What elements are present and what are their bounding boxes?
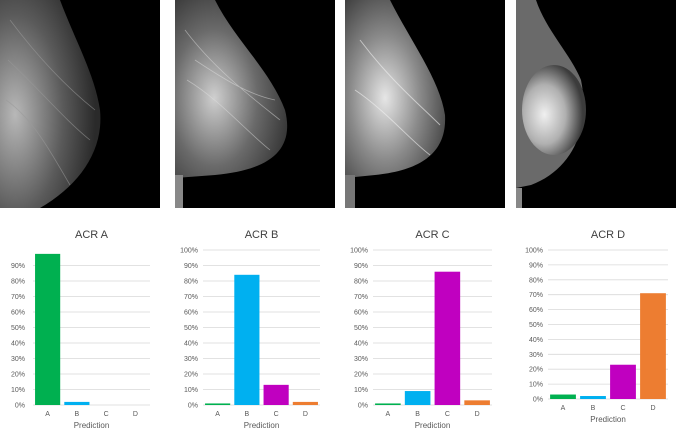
acr-c-xlabel: Prediction [415, 421, 451, 430]
acr-d-bar-c [610, 364, 636, 399]
acr-b-ytick-label: 100% [180, 248, 198, 255]
acr-b-ytick-label: 60% [184, 310, 198, 317]
acr-a-ytick-label: 70% [11, 294, 25, 301]
acr-c-ytick-label: 60% [354, 310, 368, 317]
acr-a-title: ACR A [75, 229, 109, 241]
acr-b-ytick-label: 80% [184, 279, 198, 286]
acr-c-ytick-label: 10% [354, 387, 368, 394]
acr-b-category-label: D [303, 411, 308, 418]
mammogram-image-acr-d [516, 0, 676, 208]
acr-c-ytick-label: 40% [354, 341, 368, 348]
acr-a-category-label: C [104, 411, 109, 418]
acr-a-ytick-label: 40% [11, 341, 25, 348]
acr-d-ytick-label: 70% [529, 292, 543, 299]
acr-b-ytick-label: 70% [184, 294, 198, 301]
acr-b-ytick-label: 0% [188, 403, 198, 410]
acr-d-ytick-label: 10% [529, 382, 543, 389]
acr-d-ytick-label: 30% [529, 352, 543, 359]
acr-b-ytick-label: 40% [184, 341, 198, 348]
acr-a-ytick-label: 90% [11, 263, 25, 270]
acr-a-ytick-label: 20% [11, 372, 25, 379]
acr-d-category-label: A [561, 405, 566, 412]
acr-b-category-label: A [215, 411, 220, 418]
acr-c-bar-a [375, 403, 401, 405]
acr-b-ytick-label: 20% [184, 372, 198, 379]
acr-d-ytick-label: 50% [529, 322, 543, 329]
acr-c-category-label: B [415, 411, 420, 418]
acr-c-ytick-label: 0% [358, 403, 368, 410]
acr-d-ytick-label: 60% [529, 307, 543, 314]
mammogram-image-acr-a [0, 0, 160, 208]
acr-b-ytick-label: 10% [184, 387, 198, 394]
acr-b-ytick-label: 50% [184, 325, 198, 332]
acr-b-ytick-label: 90% [184, 263, 198, 270]
acr-b-xlabel: Prediction [244, 421, 280, 430]
acr-d-ytick-label: 100% [525, 248, 543, 255]
acr-c-ytick-label: 100% [350, 248, 368, 255]
acr-c-bar-d [464, 400, 490, 405]
acr-b-ytick-label: 30% [184, 356, 198, 363]
acr-d-bar-a [550, 394, 576, 399]
acr-a-category-label: A [45, 411, 50, 418]
acr-a-ytick-label: 30% [11, 356, 25, 363]
acr-b-title: ACR B [245, 229, 279, 241]
acr-a-category-label: B [75, 411, 80, 418]
acr-c-bar-c [434, 271, 461, 405]
acr-a-ytick-label: 10% [11, 387, 25, 394]
acr-d-ytick-label: 90% [529, 262, 543, 269]
acr-c-category-label: C [445, 411, 450, 418]
mammogram-image-acr-c [345, 0, 505, 208]
acr-b-category-label: C [274, 411, 279, 418]
acr-d-ytick-label: 20% [529, 367, 543, 374]
acr-a-bar-b [64, 401, 90, 405]
acr-b-bar-c [263, 384, 289, 405]
acr-a-xlabel: Prediction [74, 421, 110, 430]
acr-c-category-label: A [386, 411, 391, 418]
acr-d-ytick-label: 40% [529, 337, 543, 344]
acr-d-category-label: B [591, 405, 596, 412]
mammogram-image-acr-b [175, 0, 335, 208]
acr-c-ytick-label: 80% [354, 279, 368, 286]
acr-b-bar-b [234, 274, 260, 405]
acr-d-bar-b [580, 396, 606, 399]
acr-b-bar-a [205, 403, 231, 405]
acr-a-ytick-label: 60% [11, 310, 25, 317]
acr-a-bar-a [35, 253, 61, 405]
acr-d-ytick-label: 0% [533, 397, 543, 404]
acr-a-ytick-label: 0% [15, 403, 25, 410]
acr-d-xlabel: Prediction [590, 415, 626, 424]
acr-b-bar-d [292, 401, 318, 405]
acr-b-category-label: B [245, 411, 250, 418]
acr-c-ytick-label: 90% [354, 263, 368, 270]
acr-d-ytick-label: 80% [529, 277, 543, 284]
acr-c-category-label: D [475, 411, 480, 418]
acr-c-ytick-label: 70% [354, 294, 368, 301]
acr-d-bar-d [640, 293, 666, 399]
acr-c-ytick-label: 50% [354, 325, 368, 332]
acr-a-ytick-label: 80% [11, 279, 25, 286]
acr-a-ytick-label: 50% [11, 325, 25, 332]
acr-c-bar-b [404, 391, 431, 405]
acr-a-category-label: D [133, 411, 138, 418]
acr-d-title: ACR D [591, 229, 625, 241]
acr-d-category-label: C [620, 405, 625, 412]
acr-c-ytick-label: 30% [354, 356, 368, 363]
acr-d-category-label: D [650, 405, 655, 412]
acr-c-ytick-label: 20% [354, 372, 368, 379]
acr-c-title: ACR C [415, 229, 449, 241]
